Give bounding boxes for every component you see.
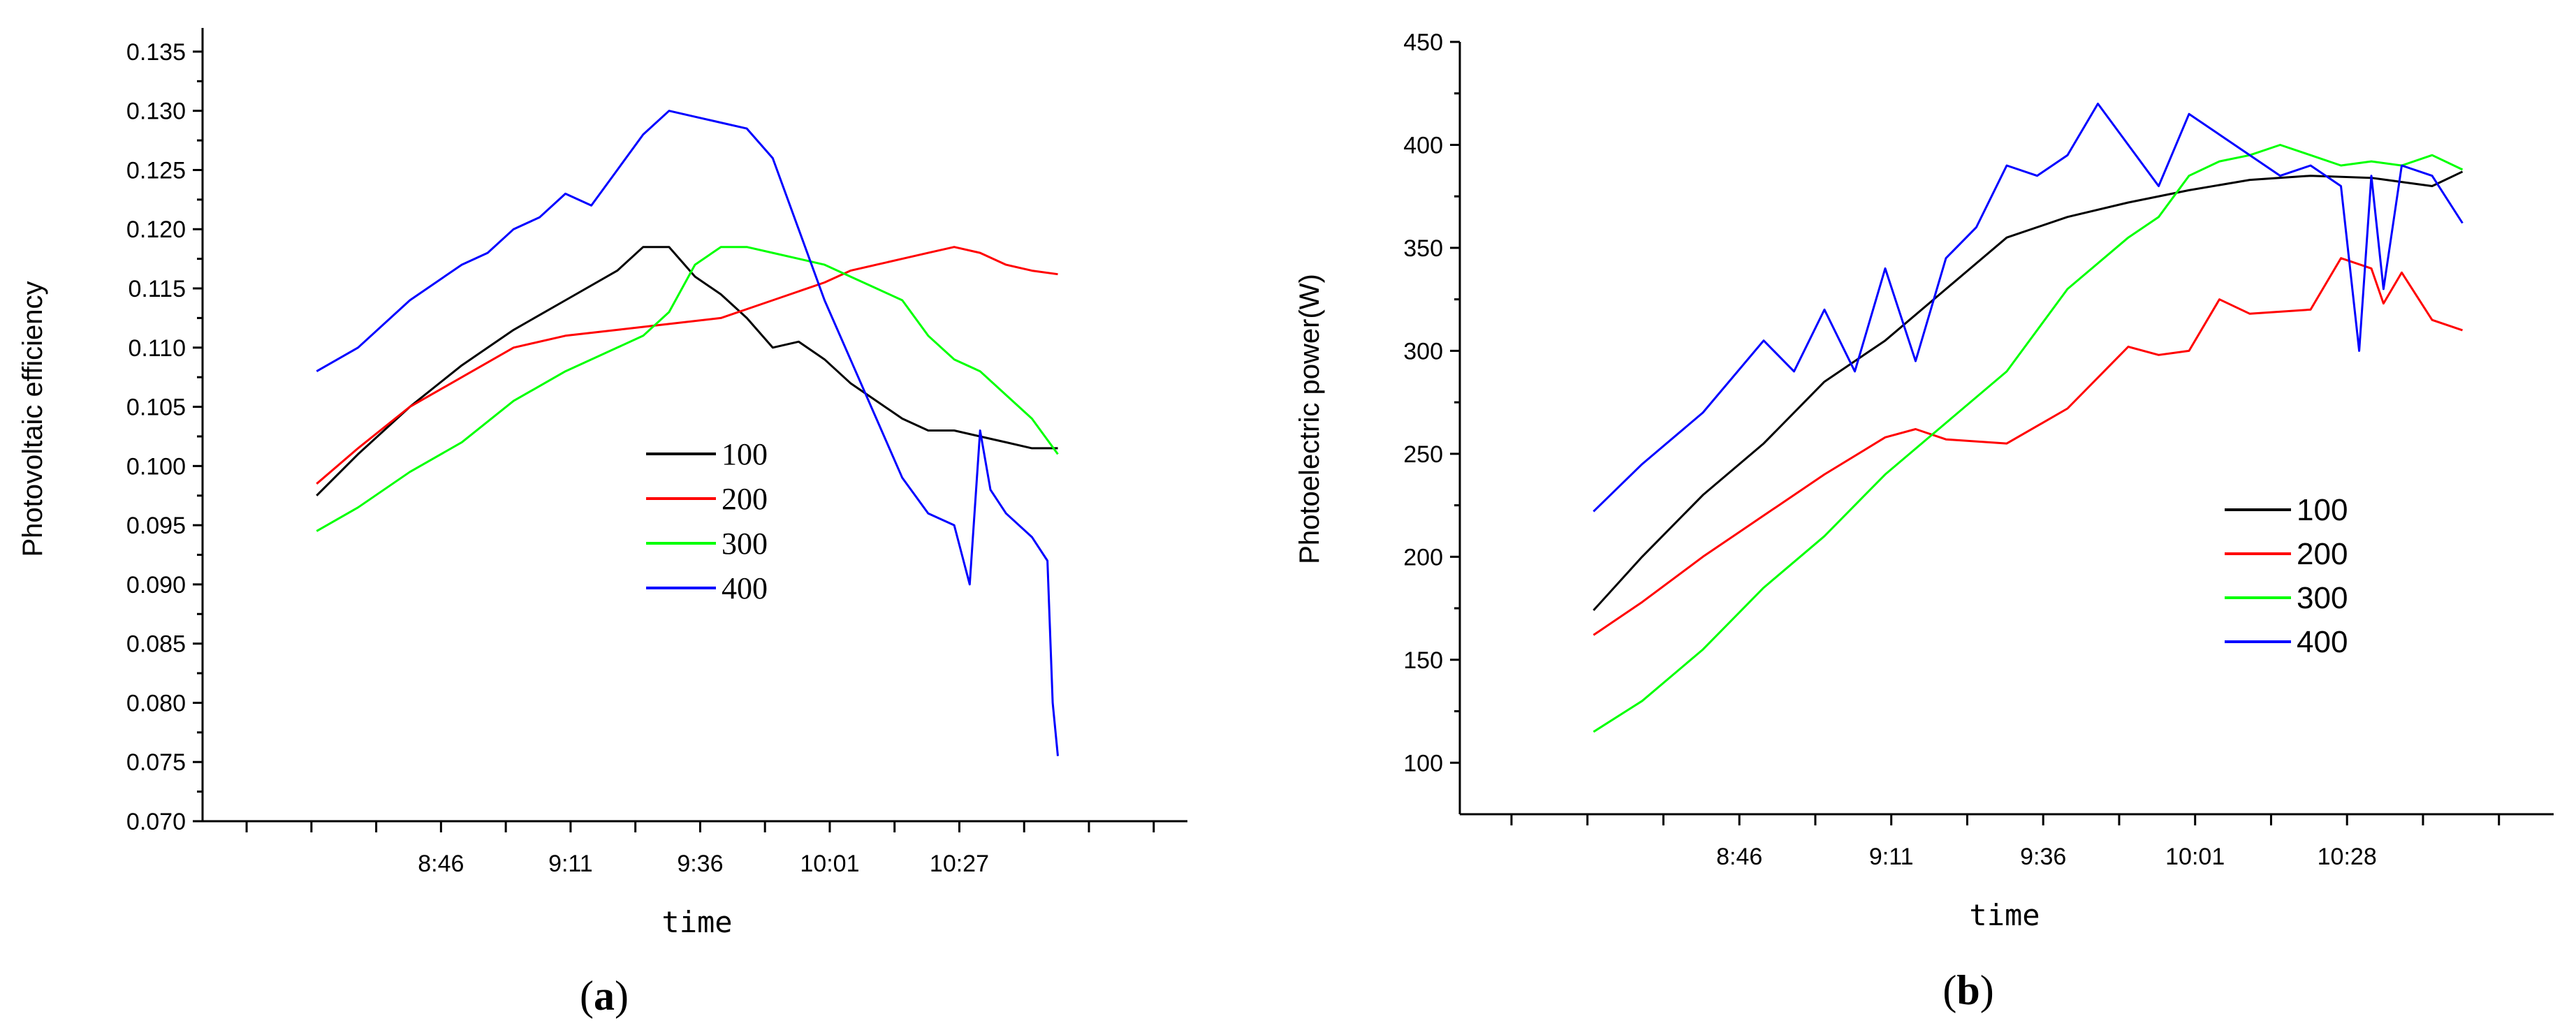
panel-a-series-300-line (316, 246, 1059, 532)
panel-a-series-100-line (316, 246, 1058, 496)
panel-a-series-400-line (316, 110, 1059, 756)
panel-b-x-ticks: 8:46 9:11 9:36 10:01 10:28 (1510, 814, 2501, 870)
panel-a-legend-label-100: 100 (722, 437, 768, 471)
panel-a-x-axis-title: time (661, 905, 732, 939)
panel-b-legend-label-300: 300 (2297, 581, 2348, 615)
panel-a-y-tick-label: 0.120 (126, 216, 186, 243)
panel-b-x-axis-title: time (1969, 898, 2040, 932)
panel-b-y-tick-label: 200 (1403, 544, 1443, 571)
panel-a-x-tick-label: 8:46 (418, 851, 464, 877)
panel-b-y-tick-label: 400 (1403, 132, 1443, 159)
panel-b-y-tick-label: 100 (1403, 750, 1443, 777)
panel-b-series-200-line (1593, 257, 2463, 636)
panel-b-y-tick-label: 150 (1403, 647, 1443, 674)
panel-b-legend: 100 200 300 400 (2225, 493, 2348, 659)
panel-a-series-200-line (316, 246, 1058, 485)
panel-a-x-tick-label: 9:11 (548, 851, 593, 877)
panel-a-x-tick-label: 10:27 (930, 851, 989, 877)
panel-a-y-tick-label: 0.095 (126, 513, 186, 539)
panel-a-legend-label-200: 200 (722, 482, 768, 516)
panel-a-series-lines (316, 110, 1059, 756)
panel-b-y-axis-title: Photoelectric power(W) (1294, 274, 1325, 564)
panel-a-y-tick-label: 0.105 (126, 395, 186, 421)
panel-b-series-300-line (1593, 144, 2464, 733)
panel-a-y-tick-label: 0.115 (128, 276, 186, 302)
panel-b-x-tick-label: 10:01 (2165, 844, 2225, 870)
panel-b-x-tick-label: 10:28 (2318, 844, 2377, 870)
panel-b-y-tick-label: 300 (1403, 338, 1443, 365)
panel-b-label: (b) (1942, 967, 1993, 1013)
panel-b-x-tick-label: 9:36 (2020, 844, 2066, 870)
panel-b-legend-label-400: 400 (2297, 625, 2348, 659)
panel-a-y-tick-label: 0.130 (126, 98, 186, 125)
panel-b-power-chart: 100 150 200 250 300 350 400 450 8:46 9:11 9:36 10:… (1294, 29, 2554, 1013)
panel-b-y-tick-label: 250 (1403, 441, 1443, 468)
panel-a-x-tick-label: 10:01 (800, 851, 859, 877)
panel-a-legend: 100 200 300 400 (646, 437, 768, 605)
panel-b-x-tick-label: 8:46 (1716, 844, 1762, 870)
panel-a-x-tick-label: 9:36 (677, 851, 723, 877)
panel-a-legend-label-400: 400 (722, 571, 768, 605)
panel-a-y-tick-label: 0.135 (126, 39, 186, 66)
panel-b-x-tick-label: 9:11 (1869, 844, 1914, 870)
panel-a-y-tick-label: 0.075 (126, 749, 186, 776)
panel-a-y-tick-label: 0.070 (126, 809, 186, 835)
panel-b-y-ticks: 100 150 200 250 300 350 400 450 (1403, 29, 1460, 777)
panel-a-y-tick-label: 0.125 (126, 157, 186, 184)
panel-a-x-ticks: 8:46 9:11 9:36 10:01 10:27 (245, 821, 1155, 877)
panel-a-y-tick-label: 0.085 (126, 631, 186, 658)
panel-b-legend-label-200: 200 (2297, 537, 2348, 571)
panel-a-y-tick-label: 0.090 (126, 572, 186, 598)
panel-b-series-lines (1593, 103, 2464, 733)
panel-a-efficiency-chart: 0.070 0.075 0.080 0.085 0.090 0.095 0.100 0.105… (17, 28, 1187, 1019)
panel-b-legend-label-100: 100 (2297, 493, 2348, 527)
panel-b-y-tick-label: 450 (1403, 29, 1443, 56)
panel-a-legend-label-300: 300 (722, 527, 768, 561)
panel-a-label: (a) (580, 973, 629, 1019)
panel-b-series-100-line (1593, 170, 2464, 612)
panel-b-series-400-line (1593, 103, 2464, 513)
panel-a-y-ticks: 0.070 0.075 0.080 0.085 0.090 0.095 0.100 0.105… (126, 39, 203, 835)
panel-a-y-tick-label: 0.080 (126, 690, 186, 716)
panel-a-y-axis-title: Photovoltaic efficiency (17, 281, 48, 557)
panel-b-y-tick-label: 350 (1403, 235, 1443, 262)
panel-a-y-tick-label: 0.110 (128, 335, 186, 362)
panel-a-y-tick-label: 0.100 (126, 453, 186, 480)
